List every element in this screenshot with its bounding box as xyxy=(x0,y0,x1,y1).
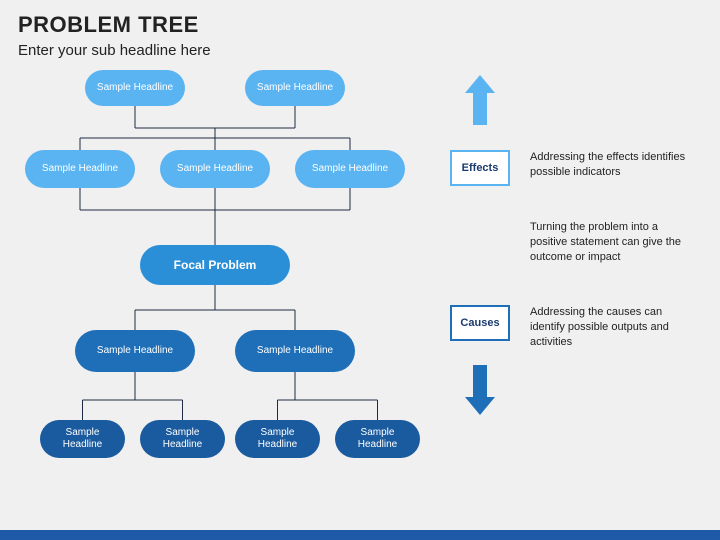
tree-node: Focal Problem xyxy=(140,245,290,285)
causes-desc: Addressing the causes can identify possi… xyxy=(530,305,695,350)
tree-node: Sample Headline xyxy=(245,70,345,106)
tree-node: Sample Headline xyxy=(235,330,355,372)
tree-node: Sample Headline xyxy=(235,420,320,458)
tree-node: Sample Headline xyxy=(25,150,135,188)
tree-node: Sample Headline xyxy=(40,420,125,458)
tree-node: Sample Headline xyxy=(85,70,185,106)
arrow-down-icon xyxy=(465,365,495,415)
middle-desc: Turning the problem into a positive stat… xyxy=(530,220,695,265)
effects-legend-box: Effects xyxy=(450,150,510,186)
page-title: PROBLEM TREE xyxy=(18,12,199,38)
tree-node: Sample Headline xyxy=(295,150,405,188)
problem-tree-diagram: Sample Headline Sample Headline Sample Hea… xyxy=(10,70,430,510)
tree-node: Sample Headline xyxy=(75,330,195,372)
arrow-up-icon xyxy=(465,75,495,125)
effects-desc: Addressing the effects identifies possib… xyxy=(530,150,695,180)
causes-label: Causes xyxy=(460,317,499,329)
tree-node: Sample Headline xyxy=(160,150,270,188)
tree-node: Sample Headline xyxy=(335,420,420,458)
tree-node: Sample Headline xyxy=(140,420,225,458)
page-subtitle: Enter your sub headline here xyxy=(18,42,211,59)
effects-label: Effects xyxy=(462,162,499,174)
footer-bar xyxy=(0,530,720,540)
causes-legend-box: Causes xyxy=(450,305,510,341)
